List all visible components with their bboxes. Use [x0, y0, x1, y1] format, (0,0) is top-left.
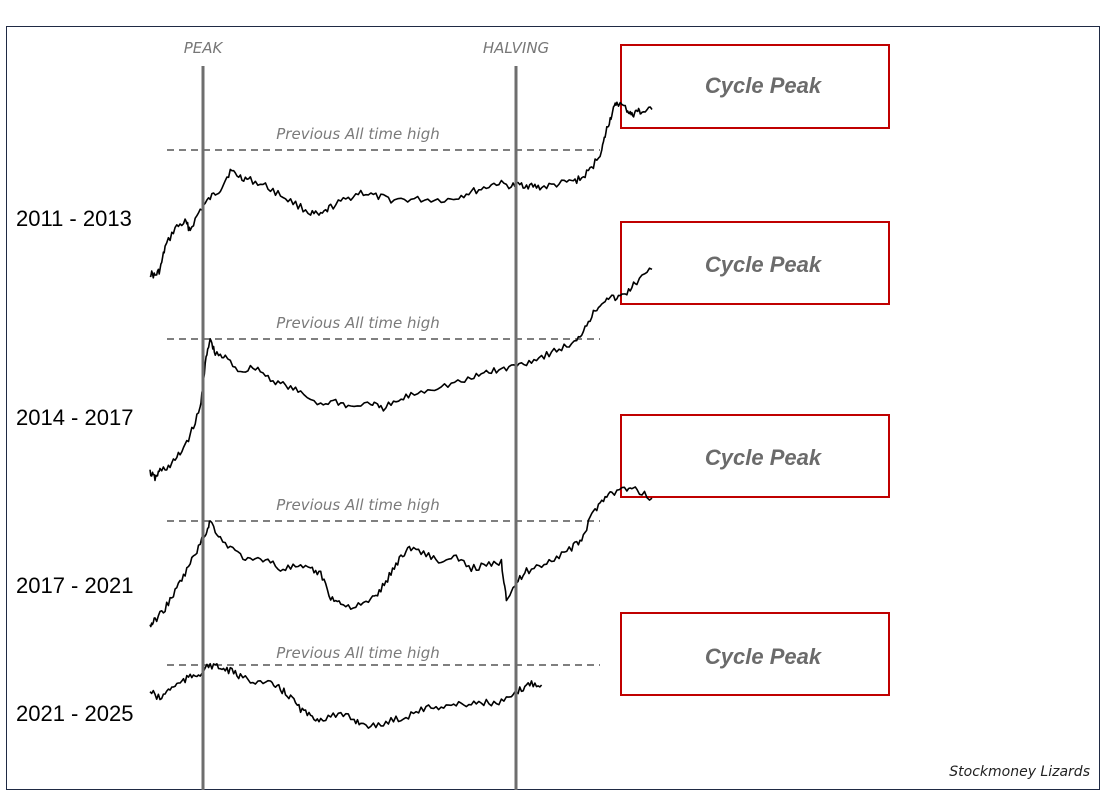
cycle-peak-label-1: Cycle Peak — [705, 73, 823, 98]
price-series-1 — [149, 101, 653, 279]
previous-ath-label-2: Previous All time high — [276, 314, 439, 332]
previous-ath-label-1: Previous All time high — [276, 125, 439, 143]
halving-marker-label: HALVING — [483, 39, 549, 57]
period-label-2: 2014 - 2017 — [16, 405, 133, 430]
cycle-peak-label-2: Cycle Peak — [705, 252, 823, 277]
credit-text: Stockmoney Lizards — [949, 764, 1090, 780]
chart-frame — [6, 26, 1100, 790]
cycle-peak-box-2 — [620, 221, 890, 305]
cycle-peak-box-4 — [620, 612, 890, 696]
previous-ath-label-3: Previous All time high — [276, 496, 439, 514]
cycle-peak-label-3: Cycle Peak — [705, 445, 823, 470]
previous-ath-label-4: Previous All time high — [276, 644, 439, 662]
price-series-2 — [149, 267, 653, 482]
period-label-4: 2021 - 2025 — [16, 701, 133, 726]
cycle-peak-box-3 — [620, 414, 890, 498]
period-label-3: 2017 - 2021 — [16, 573, 133, 598]
period-label-1: 2011 - 2013 — [16, 206, 132, 231]
cycle-peak-label-4: Cycle Peak — [705, 644, 823, 669]
cycle-peak-box-1 — [620, 44, 890, 129]
price-series-3 — [149, 486, 653, 628]
price-series-4 — [149, 662, 543, 729]
peak-marker-label: PEAK — [184, 39, 224, 57]
